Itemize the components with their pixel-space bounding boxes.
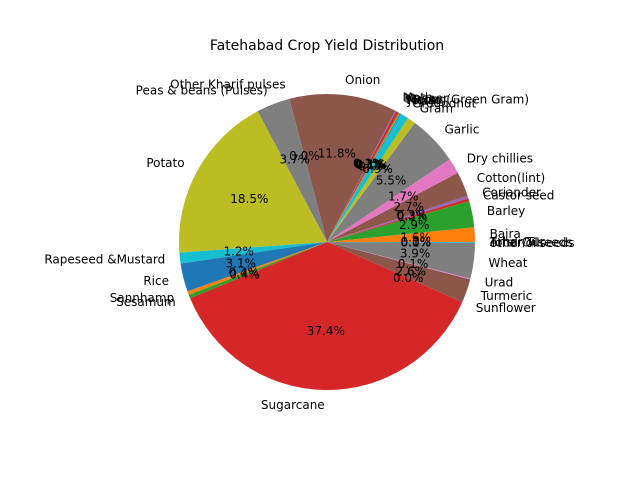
slice-coriander [327, 195, 469, 242]
slice-percent-bajra: 1.6% [400, 231, 431, 245]
slice-sugarcane [190, 242, 463, 390]
slice-label-onion: Onion [345, 73, 380, 87]
slice-percent-barley: 2.9% [399, 218, 430, 232]
slice-percent-onion: 11.8% [318, 147, 356, 161]
slice-label-groundnut: Groundnut [412, 96, 476, 110]
slice-percent-urad: 0.1% [398, 257, 429, 271]
slice-label-rapeseed-mustard: Rapeseed &Mustard [44, 253, 165, 267]
slice-percent-moth: 0.1% [353, 156, 384, 170]
slice-label-sesamum: Sesamum [116, 295, 176, 309]
slice-label-maize: Maize [407, 93, 442, 107]
slice-percent-coriander: 0.3% [396, 208, 427, 222]
slice-label-turmeric: Turmeric [480, 289, 533, 303]
slice-label-urad: Urad [485, 276, 514, 290]
slice-maize [327, 112, 401, 242]
slice-label-moth: Moth [403, 91, 433, 105]
slice-sannhamp [187, 242, 327, 295]
slice-label-jowar: Jowar [407, 94, 441, 108]
pie-percent-labels: 0.0%1.6%2.9%0.3%0.3%2.7%1.7%5.5%0.9%0.9%… [223, 147, 431, 338]
slice-percent-rapeseed-mustard: 1.2% [223, 245, 254, 259]
slice-total-oilseeds [327, 242, 476, 243]
slice-moong-green-gram [327, 112, 400, 242]
slice-label-potato: Potato [146, 156, 184, 170]
slice-castor-seed [327, 198, 470, 242]
slice-label-moong-green-gram: Moong(Green Gram) [406, 93, 529, 107]
slice-rice [180, 242, 327, 292]
slice-label-gram: Gram [420, 101, 453, 115]
slice-label-dry-chillies: Dry chillies [467, 151, 533, 165]
slice-label-coriander: Coriander [482, 186, 541, 200]
chart-title: Fatehabad Crop Yield Distribution [210, 38, 444, 54]
slice-percent-dry-chillies: 1.7% [388, 189, 419, 203]
slice-cotton-lint [327, 172, 468, 242]
slice-onion [289, 94, 396, 242]
slice-turmeric [327, 242, 471, 303]
slice-bajra [327, 227, 475, 242]
slice-gram [327, 118, 415, 242]
slice-jowar [327, 113, 401, 242]
slice-label-masoor: Masoor [404, 92, 448, 106]
slice-potato [178, 111, 327, 253]
slice-label-other-oilseeds: other oilseeds [490, 236, 575, 250]
slice-percent-other-oilseeds: 0.0% [401, 236, 432, 250]
slice-label-other-kharif-pulses: Other Kharif pulses [170, 78, 285, 92]
slice-percent-peas-beans-pulses: 3.7% [279, 152, 310, 166]
slice-rapeseed-mustard [179, 242, 327, 264]
slice-garlic [327, 122, 450, 242]
slice-percent-sannhamp: 0.4% [228, 266, 259, 280]
slice-masoor [327, 111, 399, 242]
slice-percent-other-kharif-pulses: 0.0% [289, 149, 320, 163]
slice-percent-wheat: 3.9% [400, 246, 431, 260]
pie-slices [178, 94, 476, 390]
slice-groundnut [327, 113, 408, 242]
slice-percent-sunflower: 0.0% [393, 271, 424, 285]
slice-label-rice: Rice [143, 274, 169, 288]
slice-percent-sugarcane: 37.4% [307, 324, 345, 338]
slice-barley [327, 200, 475, 242]
slice-label-bajra: Bajra [490, 227, 521, 241]
slice-label-castor-seed: Castor seed [483, 188, 554, 202]
slice-percent-moong-green-gram: 0.1% [355, 157, 386, 171]
slice-percent-sesamum: 0.4% [229, 268, 260, 282]
slice-label-wheat: Wheat [489, 256, 528, 270]
slice-moth [327, 110, 397, 243]
slice-label-sunflower: Sunflower [476, 301, 536, 315]
slice-label-peas-beans-pulses: Peas & beans (Pulses) [136, 83, 268, 97]
slice-label-sugarcane: Sugarcane [261, 398, 325, 412]
slice-label-cotton-lint: Cotton(lint) [477, 171, 545, 185]
slice-percent-turmeric: 2.6% [396, 264, 427, 278]
slice-percent-rice: 3.1% [226, 256, 257, 270]
slice-percent-garlic: 5.5% [376, 174, 407, 188]
slice-wheat [327, 242, 475, 279]
slice-percent-cotton-lint: 2.7% [393, 200, 424, 214]
slice-percent-groundnut: 0.9% [358, 159, 389, 173]
slice-percent-total-oilseeds: 0.1% [401, 235, 432, 249]
slice-peas-beans-pulses [257, 98, 327, 242]
slice-label-garlic: Garlic [445, 122, 480, 136]
slice-label-total-oilseeds: Total Oilseeds [489, 236, 573, 250]
slice-percent-potato: 18.5% [230, 192, 268, 206]
slice-label-barley: Barley [487, 204, 525, 218]
slice-percent-castor-seed: 0.3% [397, 210, 428, 224]
slice-percent-jowar: 0.1% [356, 158, 387, 172]
slice-percent-gram: 0.9% [362, 162, 393, 176]
slice-label-arhar-tur: Arhar/Tur [490, 235, 545, 249]
slice-urad [327, 242, 471, 280]
slice-label-sannhamp: Sannhamp [110, 291, 174, 305]
slice-percent-masoor: 0.3% [354, 157, 385, 171]
slice-percent-arhar-tur: 0.0% [401, 235, 432, 249]
slice-dry-chillies [327, 159, 458, 242]
slice-sesamum [188, 242, 327, 299]
slice-percent-maize: 0.1% [355, 158, 386, 172]
